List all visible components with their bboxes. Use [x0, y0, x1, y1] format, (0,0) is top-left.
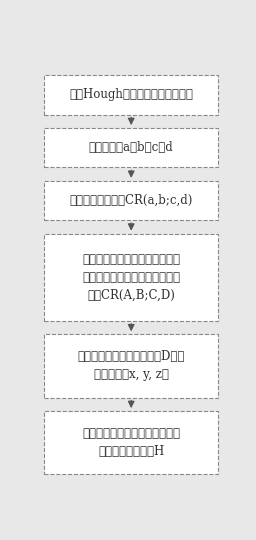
- Text: 利用交比不变性，得到成像点相
对应目标点的交比求取成像点的
交比CR(A,B;C,D): 利用交比不变性，得到成像点相 对应目标点的交比求取成像点的 交比CR(A,B;C…: [82, 253, 180, 302]
- FancyBboxPatch shape: [44, 75, 218, 114]
- FancyBboxPatch shape: [44, 411, 218, 474]
- FancyBboxPatch shape: [44, 334, 218, 397]
- Text: 求取成像点的交比CR(a,b;c,d): 求取成像点的交比CR(a,b;c,d): [70, 194, 193, 207]
- FancyBboxPatch shape: [44, 234, 218, 321]
- FancyBboxPatch shape: [44, 181, 218, 220]
- Text: 代入目标点到成像点的单应性方
程得到单应性矩阵H: 代入目标点到成像点的单应性方 程得到单应性矩阵H: [82, 427, 180, 458]
- FancyBboxPatch shape: [44, 128, 218, 167]
- Text: 运用Hough检测提取图像中的直线: 运用Hough检测提取图像中的直线: [69, 89, 193, 102]
- Text: 选取成像点a、b、c和d: 选取成像点a、b、c和d: [89, 141, 174, 154]
- Text: 结合几何标定线方程，得到D点的
空间坐标（x, y, z）: 结合几何标定线方程，得到D点的 空间坐标（x, y, z）: [78, 350, 185, 381]
